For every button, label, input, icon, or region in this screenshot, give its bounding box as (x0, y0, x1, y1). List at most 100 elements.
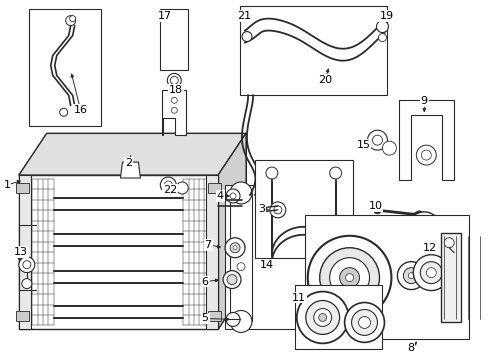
Circle shape (397, 262, 425, 289)
Bar (19, 175, 218, 329)
Polygon shape (208, 183, 221, 193)
Circle shape (229, 182, 251, 204)
Circle shape (265, 167, 277, 179)
Circle shape (360, 319, 364, 323)
Circle shape (237, 263, 244, 271)
Circle shape (345, 274, 353, 282)
Circle shape (344, 302, 384, 342)
Text: 7: 7 (204, 240, 211, 250)
Circle shape (225, 189, 240, 203)
Circle shape (407, 273, 413, 279)
Text: 13: 13 (14, 247, 28, 257)
Circle shape (378, 33, 386, 41)
Circle shape (373, 206, 381, 214)
Circle shape (367, 130, 386, 150)
Polygon shape (162, 90, 186, 135)
Bar (29, 9, 101, 126)
Circle shape (223, 271, 241, 289)
Circle shape (229, 193, 236, 199)
Circle shape (60, 108, 67, 116)
Text: 4: 4 (216, 191, 223, 201)
Circle shape (426, 268, 435, 278)
Circle shape (23, 261, 31, 269)
Circle shape (273, 206, 281, 214)
Text: 22: 22 (163, 185, 177, 195)
Polygon shape (208, 311, 221, 321)
Circle shape (318, 314, 326, 321)
Circle shape (160, 177, 176, 193)
Circle shape (382, 141, 396, 155)
Circle shape (19, 257, 35, 273)
Circle shape (171, 97, 177, 103)
Polygon shape (16, 183, 29, 193)
Text: 10: 10 (368, 201, 382, 211)
Circle shape (124, 162, 136, 174)
Circle shape (164, 181, 172, 189)
Circle shape (414, 219, 432, 237)
Text: 3: 3 (258, 204, 265, 214)
Circle shape (403, 268, 419, 284)
Bar (294, 285, 382, 349)
Polygon shape (16, 311, 29, 321)
Circle shape (170, 76, 178, 84)
Circle shape (420, 262, 441, 284)
Text: 1: 1 (3, 180, 10, 190)
Polygon shape (19, 133, 245, 175)
Circle shape (242, 32, 251, 41)
Polygon shape (218, 133, 245, 329)
Circle shape (329, 167, 341, 179)
Bar (224, 185, 306, 329)
Circle shape (226, 275, 237, 285)
Circle shape (414, 211, 423, 219)
Bar (19, 175, 31, 329)
Circle shape (351, 310, 377, 336)
Text: 18: 18 (169, 85, 183, 95)
Text: 9: 9 (420, 96, 427, 106)
Circle shape (69, 15, 76, 22)
Bar (254, 160, 352, 258)
Circle shape (269, 202, 285, 218)
Circle shape (412, 255, 448, 291)
Circle shape (305, 301, 339, 334)
Text: 14: 14 (259, 260, 273, 270)
Circle shape (319, 248, 379, 307)
Circle shape (224, 238, 244, 258)
Bar (229, 193, 251, 321)
Bar (160, 9, 188, 71)
Circle shape (22, 279, 32, 289)
Bar (206, 175, 218, 329)
Text: 21: 21 (237, 11, 250, 21)
Polygon shape (440, 233, 460, 323)
Text: 5: 5 (201, 314, 208, 324)
Circle shape (313, 309, 331, 327)
Circle shape (376, 21, 387, 32)
Circle shape (443, 238, 453, 248)
Text: 19: 19 (379, 11, 393, 21)
Text: 6: 6 (201, 276, 208, 287)
Polygon shape (399, 100, 453, 180)
Bar (240, 6, 386, 95)
Text: 17: 17 (158, 11, 172, 21)
Circle shape (407, 212, 439, 244)
Circle shape (225, 312, 240, 327)
Circle shape (350, 319, 354, 323)
Polygon shape (19, 175, 218, 329)
Circle shape (415, 145, 435, 165)
Circle shape (233, 246, 237, 250)
Circle shape (329, 258, 369, 298)
Circle shape (237, 243, 244, 251)
Text: 16: 16 (74, 105, 87, 115)
Circle shape (176, 182, 188, 194)
Circle shape (355, 319, 359, 323)
Circle shape (339, 268, 359, 288)
Circle shape (167, 73, 181, 87)
Circle shape (358, 316, 370, 328)
Circle shape (229, 243, 240, 253)
Text: 2: 2 (124, 158, 132, 168)
Text: 11: 11 (291, 293, 305, 302)
Bar (304, 215, 468, 339)
Polygon shape (120, 162, 140, 178)
Circle shape (372, 135, 382, 145)
Text: 12: 12 (422, 243, 436, 253)
Circle shape (296, 292, 348, 343)
